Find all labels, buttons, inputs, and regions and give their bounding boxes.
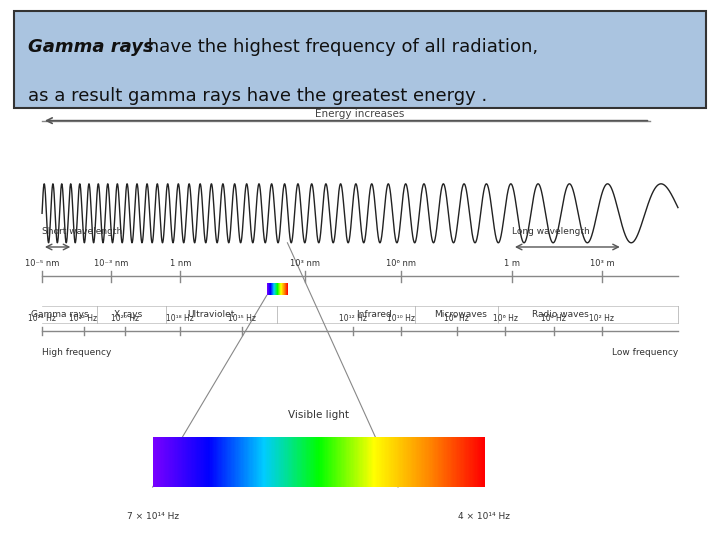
Text: Gamma rays: Gamma rays xyxy=(30,310,88,319)
Text: 1 nm: 1 nm xyxy=(170,259,191,268)
Text: Low frequency: Low frequency xyxy=(612,348,678,357)
Text: Ultraviolet: Ultraviolet xyxy=(188,310,235,319)
Text: 10¹⁸ Hz: 10¹⁸ Hz xyxy=(166,314,194,323)
Text: 10⁸ Hz: 10⁸ Hz xyxy=(444,314,469,323)
Text: Microwaves: Microwaves xyxy=(433,310,487,319)
Text: 10¹⁵ Hz: 10¹⁵ Hz xyxy=(228,314,256,323)
Text: Visible light: Visible light xyxy=(288,410,349,420)
Text: Energy increases: Energy increases xyxy=(315,109,405,119)
Text: 10²⁴ Hz: 10²⁴ Hz xyxy=(28,314,56,323)
Text: Gamma rays: Gamma rays xyxy=(28,38,154,56)
Text: 4 × 10¹⁴ Hz: 4 × 10¹⁴ Hz xyxy=(459,512,510,521)
Text: 10⁻⁵ nm: 10⁻⁵ nm xyxy=(25,259,59,268)
Text: as a result gamma rays have the greatest energy .: as a result gamma rays have the greatest… xyxy=(28,86,487,105)
Text: 10² Hz: 10² Hz xyxy=(590,314,614,323)
Text: 10²⁰ Hz: 10²⁰ Hz xyxy=(111,314,139,323)
Text: have the highest frequency of all radiation,: have the highest frequency of all radiat… xyxy=(143,38,539,56)
Text: Infrared: Infrared xyxy=(356,310,392,319)
Text: 10¹² Hz: 10¹² Hz xyxy=(339,314,367,323)
Text: 10³ m: 10³ m xyxy=(590,259,614,268)
Text: 10¹⁰ Hz: 10¹⁰ Hz xyxy=(387,314,415,323)
Text: Radio waves: Radio waves xyxy=(532,310,589,319)
Text: 10⁶ nm: 10⁶ nm xyxy=(387,259,416,268)
Text: 7 × 10¹⁴ Hz: 7 × 10¹⁴ Hz xyxy=(127,512,179,521)
Text: High frequency: High frequency xyxy=(42,348,112,357)
Text: 10²² Hz: 10²² Hz xyxy=(69,314,98,323)
Text: 10⁶ Hz: 10⁶ Hz xyxy=(492,314,518,323)
Text: X rays: X rays xyxy=(114,310,143,319)
Text: 1 m: 1 m xyxy=(504,259,520,268)
Text: 10³ nm: 10³ nm xyxy=(289,259,320,268)
Text: 10⁻³ nm: 10⁻³ nm xyxy=(94,259,128,268)
Text: Short wavelength: Short wavelength xyxy=(42,227,122,237)
Text: Long wavelength: Long wavelength xyxy=(512,227,590,237)
Text: 10⁴ Hz: 10⁴ Hz xyxy=(541,314,566,323)
